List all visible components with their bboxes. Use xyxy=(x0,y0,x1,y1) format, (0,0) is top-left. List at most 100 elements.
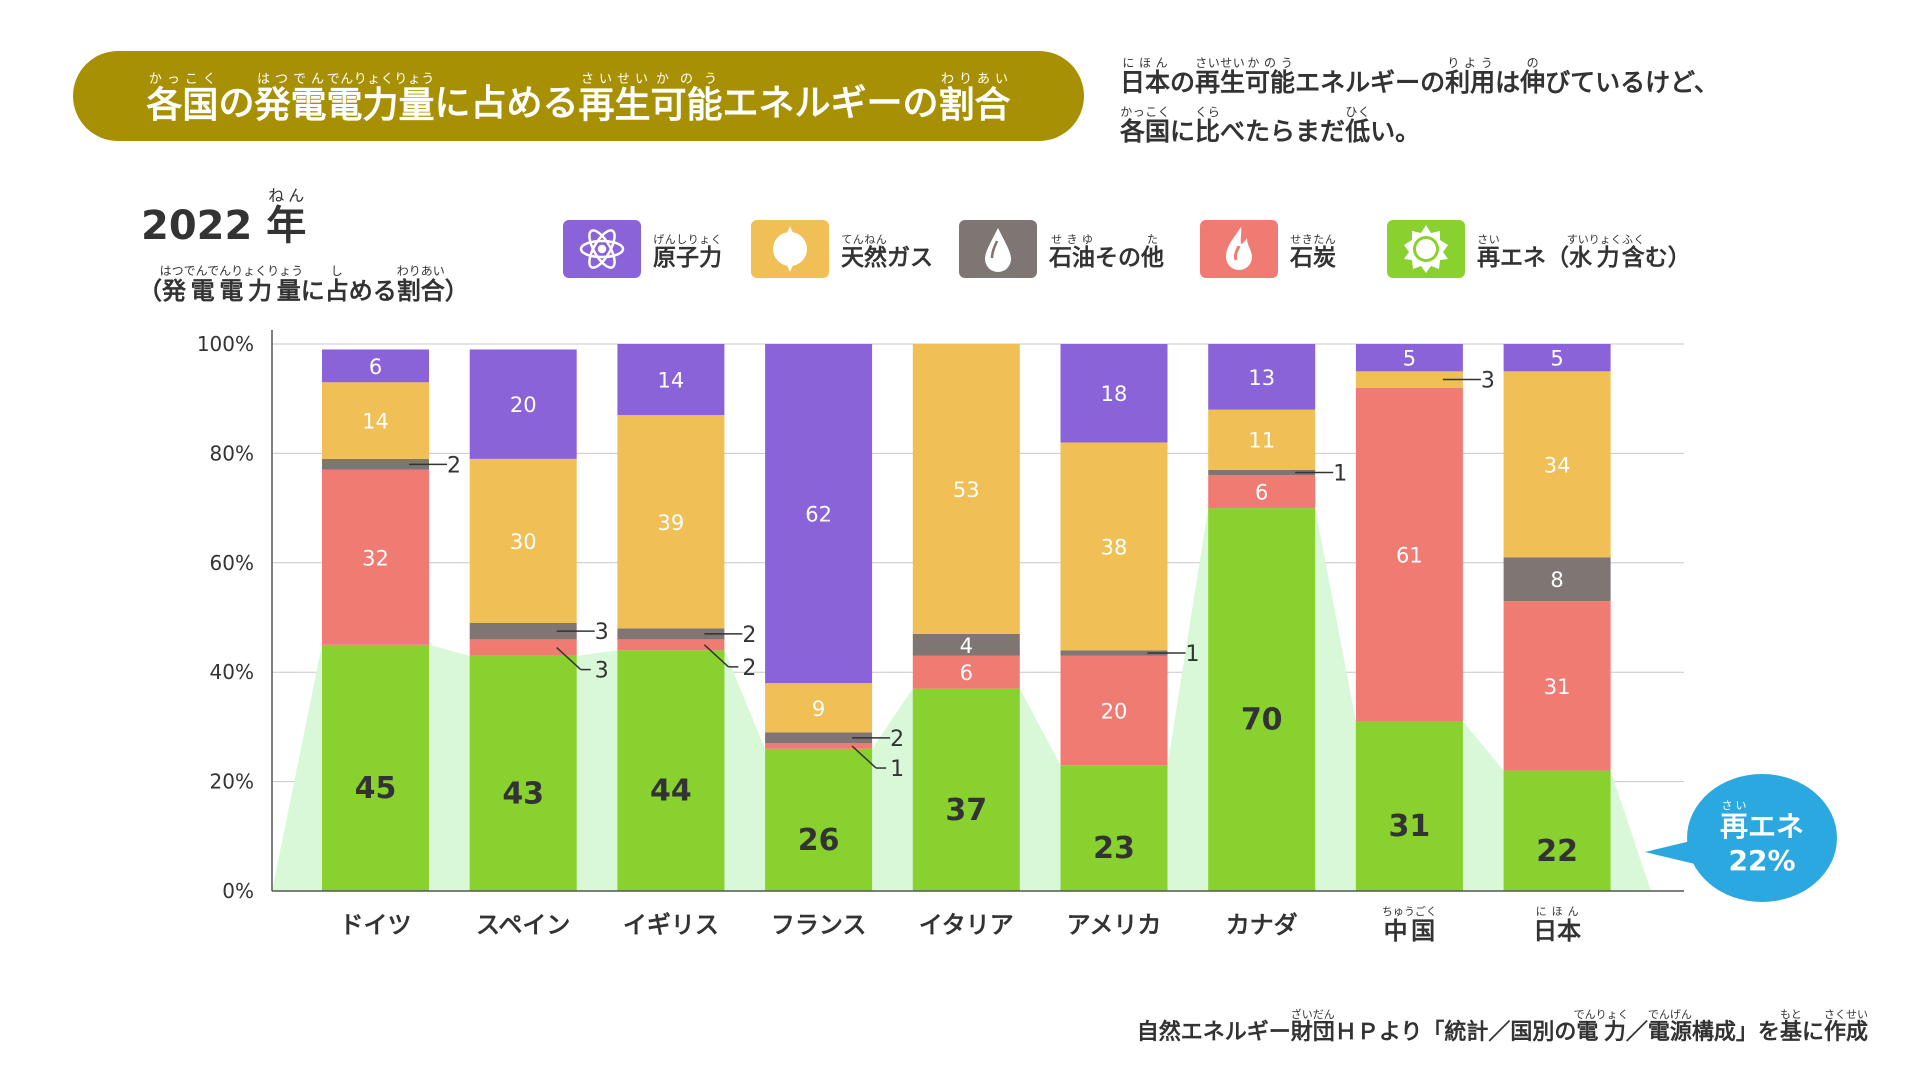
data-label: 11 xyxy=(1248,429,1275,453)
furigana: ざいだん xyxy=(1290,1008,1335,1021)
furigana: かっこく xyxy=(1120,105,1171,119)
bar-group: 45 32 2 14 6 xyxy=(322,349,461,891)
data-label: 32 xyxy=(362,546,389,570)
bar-segment-oil xyxy=(1208,469,1316,476)
data-label: 18 xyxy=(1101,382,1128,406)
ruby-text: 再さい xyxy=(1477,233,1500,271)
ruby-base: 財団 xyxy=(1290,1020,1335,1045)
data-label: 23 xyxy=(1093,831,1135,866)
ruby-base: 電力量 xyxy=(326,85,435,126)
bar-segment-coal xyxy=(322,469,429,645)
data-label: 39 xyxy=(658,511,685,535)
furigana: し xyxy=(324,264,349,278)
bar-segment-coal xyxy=(912,655,1020,689)
furigana: でんりょくりょう xyxy=(326,72,435,87)
text-segment: ドイツ xyxy=(339,911,412,939)
ruby-text: 原子力げんしりょく xyxy=(653,233,722,271)
bar-segment-gas xyxy=(1208,409,1316,470)
furigana: ひく xyxy=(1345,105,1371,119)
ruby-base: 作成 xyxy=(1823,1020,1868,1045)
ruby-text: 各国かっこく xyxy=(146,72,218,128)
text-segment: エネルギーの xyxy=(722,83,939,124)
fire-icon xyxy=(1200,220,1278,278)
text-segment: エネ（ xyxy=(1500,245,1569,271)
data-label: 8 xyxy=(1550,568,1563,592)
ruby-text: 発電電力量はつでんでんりょくりょう xyxy=(160,264,303,305)
bar-segment-gas xyxy=(617,415,725,629)
text-segment: フランス xyxy=(770,911,867,939)
ruby-base: 電力 xyxy=(1573,1020,1629,1045)
bar-segment-nuclear xyxy=(322,349,429,383)
data-label: 4 xyxy=(960,634,973,658)
data-label: 1 xyxy=(890,757,904,782)
bar-segment-oil xyxy=(617,628,725,640)
furigana: さい xyxy=(1477,233,1500,246)
bar-segment-coal xyxy=(469,639,577,656)
data-label: 5 xyxy=(1550,347,1563,371)
furigana: もと xyxy=(1779,1008,1802,1021)
ruby-base: 割合 xyxy=(396,277,445,305)
y-tick-label: 60% xyxy=(210,551,254,575)
bar-segment-oil xyxy=(322,458,429,470)
data-label: 20 xyxy=(1101,699,1128,723)
furigana: わりあい xyxy=(938,72,1011,87)
year-label: 2022 年ねん xyxy=(141,186,306,251)
legend-item-nuclear: 原子力げんしりょく xyxy=(563,220,722,278)
y-tick-label: 40% xyxy=(210,660,254,684)
subtitle: 日本にほんの再生さいせい可能かのうエネルギーの利用りようは伸のびているけど、 各… xyxy=(1120,56,1719,154)
data-label: 3 xyxy=(595,659,609,684)
unit-label: （発電電力量はつでんでんりょくりょうに占しめる割合わりあい） xyxy=(138,264,469,306)
text-segment: ガス xyxy=(887,245,933,271)
furigana: た xyxy=(1141,233,1164,246)
bar-segment-coal xyxy=(1208,475,1316,509)
furigana: かっこく xyxy=(146,72,219,87)
x-tick-label: イタリア xyxy=(896,905,1036,940)
text-segment: カナダ xyxy=(1225,911,1298,939)
data-label: 61 xyxy=(1396,544,1423,568)
ruby-base: 各国 xyxy=(146,85,219,126)
bar-segment-oil xyxy=(1503,557,1611,602)
data-label: 6 xyxy=(1255,481,1268,505)
text-segment: スペイン xyxy=(476,911,571,939)
furigana: はつでん xyxy=(254,72,327,87)
legend-item-gas: 天然てんねんガス xyxy=(751,220,933,278)
ruby-base: 電源 xyxy=(1647,1020,1692,1045)
bar-group: 26 1 2 9 62 xyxy=(765,344,904,891)
bar-segment-oil xyxy=(765,732,873,744)
bar-segment-renew xyxy=(1208,508,1316,891)
bar-segment-gas xyxy=(469,458,577,623)
data-label: 6 xyxy=(960,661,973,685)
data-label: 14 xyxy=(658,369,685,393)
text-segment: の xyxy=(1170,68,1196,97)
ruby-base: 比 xyxy=(1195,117,1221,146)
text-segment: 構成」を xyxy=(1691,1020,1780,1045)
furigana: さいせい xyxy=(578,72,651,87)
y-tick-label: 80% xyxy=(210,441,254,465)
ruby-base: 再生 xyxy=(1195,68,1246,97)
ruby-base: 各国 xyxy=(1120,117,1171,146)
bar-segment-nuclear xyxy=(1355,344,1463,372)
text-segment: その xyxy=(1095,245,1141,271)
furigana: せきゆ xyxy=(1049,233,1095,246)
furigana: てんねん xyxy=(841,233,887,246)
x-tick-label: アメリカ xyxy=(1044,905,1184,940)
ruby-base: 占 xyxy=(324,277,349,305)
bar-segment-oil xyxy=(912,633,1020,656)
ruby-base: 発電 xyxy=(254,85,327,126)
ruby-text: 比くら xyxy=(1195,105,1221,146)
ruby-base: 天然 xyxy=(841,245,887,271)
furigana: りよう xyxy=(1445,56,1496,70)
callout-value: 22% xyxy=(1728,843,1796,877)
furigana: ふく xyxy=(1621,233,1645,246)
ruby-base: 年 xyxy=(266,203,307,249)
ruby-base: 可能 xyxy=(1245,68,1296,97)
legend-label: 天然てんねんガス xyxy=(841,226,933,272)
furigana: さい xyxy=(1719,798,1748,812)
ruby-base: 利用 xyxy=(1445,68,1496,97)
ruby-text: 再生さいせい xyxy=(1195,56,1246,97)
ruby-base: 低 xyxy=(1345,117,1371,146)
y-tick-label: 20% xyxy=(210,770,254,794)
ruby-text: 利用りよう xyxy=(1445,56,1496,97)
legend-item-oil: 石油せきゆその他た xyxy=(959,220,1164,278)
data-label: 14 xyxy=(362,410,389,434)
